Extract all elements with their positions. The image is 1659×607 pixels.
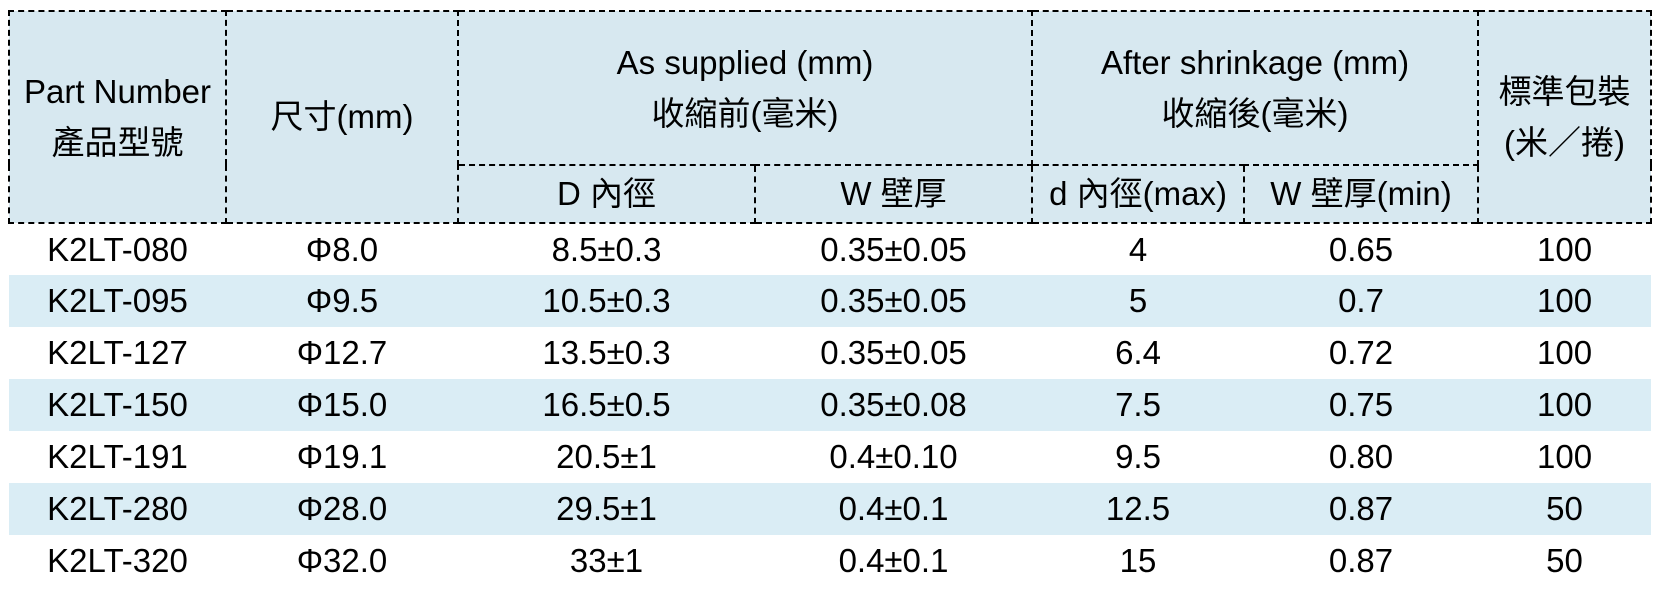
header-group-as-supplied: As supplied (mm) 收縮前(毫米) bbox=[456, 10, 1034, 166]
header-after-shrinkage-en: After shrinkage (mm) bbox=[1100, 43, 1410, 81]
cell-pack: 100 bbox=[1478, 431, 1652, 483]
cell-part-number: K2LT-280 bbox=[9, 483, 226, 535]
cell-part-number: K2LT-320 bbox=[9, 535, 226, 587]
cell-w-supplied: 0.35±0.05 bbox=[755, 275, 1033, 327]
header-size: 尺寸(mm) bbox=[225, 10, 459, 224]
cell-w-shrink: 0.80 bbox=[1244, 431, 1479, 483]
cell-pack: 50 bbox=[1478, 535, 1652, 587]
cell-w-supplied: 0.35±0.05 bbox=[755, 327, 1033, 379]
cell-size: Φ15.0 bbox=[226, 379, 458, 431]
cell-w-shrink: 0.7 bbox=[1244, 275, 1479, 327]
subheader-w-supplied: W 壁厚 bbox=[753, 164, 1034, 224]
header-packing-line1: 標準包裝 bbox=[1498, 72, 1631, 110]
header-row-main: Part Number 產品型號 尺寸(mm) As supplied (mm)… bbox=[8, 10, 1653, 224]
cell-size: Φ19.1 bbox=[226, 431, 458, 483]
table-row: K2LT-280 Φ28.0 29.5±1 0.4±0.1 12.5 0.87 … bbox=[9, 483, 1652, 535]
table-row: K2LT-150 Φ15.0 16.5±0.5 0.35±0.08 7.5 0.… bbox=[9, 379, 1652, 431]
cell-part-number: K2LT-191 bbox=[9, 431, 226, 483]
cell-w-supplied: 0.4±0.1 bbox=[755, 535, 1033, 587]
cell-w-shrink: 0.87 bbox=[1244, 483, 1479, 535]
cell-part-number: K2LT-095 bbox=[9, 275, 226, 327]
header-after-shrinkage-zh: 收縮後(毫米) bbox=[1161, 95, 1349, 132]
header-part-number: Part Number 產品型號 bbox=[8, 10, 227, 224]
cell-w-supplied: 0.4±0.1 bbox=[755, 483, 1033, 535]
header-size-label: 尺寸(mm) bbox=[270, 98, 414, 136]
cell-d-shrink: 15 bbox=[1032, 535, 1245, 587]
cell-part-number: K2LT-080 bbox=[9, 223, 226, 275]
table-row: K2LT-095 Φ9.5 10.5±0.3 0.35±0.05 5 0.7 1… bbox=[9, 275, 1652, 327]
cell-size: Φ9.5 bbox=[226, 275, 458, 327]
cell-d-shrink: 7.5 bbox=[1032, 379, 1245, 431]
cell-d-supplied: 20.5±1 bbox=[458, 431, 755, 483]
subheader-d-supplied: D 內徑 bbox=[457, 164, 756, 224]
header-row-sub: D 內徑 W 壁厚 d 內徑(max) W 壁厚(min) bbox=[9, 164, 1651, 224]
cell-w-shrink: 0.87 bbox=[1244, 535, 1479, 587]
header-standard-packing: 標準包裝 (米／捲) bbox=[1477, 10, 1653, 224]
cell-pack: 100 bbox=[1478, 379, 1652, 431]
cell-w-shrink: 0.75 bbox=[1244, 379, 1479, 431]
cell-d-shrink: 5 bbox=[1032, 275, 1245, 327]
cell-w-shrink: 0.72 bbox=[1244, 327, 1479, 379]
header-group-after-shrinkage: After shrinkage (mm) 收縮後(毫米) bbox=[1031, 10, 1480, 166]
cell-w-shrink: 0.65 bbox=[1244, 223, 1479, 275]
cell-d-shrink: 9.5 bbox=[1032, 431, 1245, 483]
cell-pack: 100 bbox=[1478, 223, 1652, 275]
cell-w-supplied: 0.35±0.05 bbox=[755, 223, 1033, 275]
header-as-supplied-en: As supplied (mm) bbox=[616, 43, 874, 81]
table-row: K2LT-191 Φ19.1 20.5±1 0.4±0.10 9.5 0.80 … bbox=[9, 431, 1652, 483]
header-packing-line2: (米／捲) bbox=[1504, 124, 1626, 161]
table-row: K2LT-080 Φ8.0 8.5±0.3 0.35±0.05 4 0.65 1… bbox=[9, 223, 1652, 275]
table-row: K2LT-127 Φ12.7 13.5±0.3 0.35±0.05 6.4 0.… bbox=[9, 327, 1652, 379]
subheader-w-shrink: W 壁厚(min) bbox=[1243, 164, 1480, 224]
cell-size: Φ8.0 bbox=[226, 223, 458, 275]
cell-pack: 50 bbox=[1478, 483, 1652, 535]
cell-part-number: K2LT-150 bbox=[9, 379, 226, 431]
cell-d-supplied: 29.5±1 bbox=[458, 483, 755, 535]
cell-pack: 100 bbox=[1478, 327, 1652, 379]
cell-part-number: K2LT-127 bbox=[9, 327, 226, 379]
header-part-number-zh: 產品型號 bbox=[51, 124, 184, 161]
cell-d-supplied: 10.5±0.3 bbox=[458, 275, 755, 327]
cell-pack: 100 bbox=[1478, 275, 1652, 327]
cell-w-supplied: 0.4±0.10 bbox=[755, 431, 1033, 483]
cell-size: Φ28.0 bbox=[226, 483, 458, 535]
header-part-number-en: Part Number bbox=[23, 72, 212, 110]
cell-d-supplied: 8.5±0.3 bbox=[458, 223, 755, 275]
header-as-supplied-zh: 收縮前(毫米) bbox=[651, 95, 839, 132]
cell-d-shrink: 4 bbox=[1032, 223, 1245, 275]
table-row: K2LT-320 Φ32.0 33±1 0.4±0.1 15 0.87 50 bbox=[9, 535, 1652, 587]
spec-table: Part Number 產品型號 尺寸(mm) As supplied (mm)… bbox=[8, 10, 1653, 587]
cell-size: Φ32.0 bbox=[226, 535, 458, 587]
cell-w-supplied: 0.35±0.08 bbox=[755, 379, 1033, 431]
cell-size: Φ12.7 bbox=[226, 327, 458, 379]
cell-d-shrink: 6.4 bbox=[1032, 327, 1245, 379]
cell-d-shrink: 12.5 bbox=[1032, 483, 1245, 535]
cell-d-supplied: 33±1 bbox=[458, 535, 755, 587]
cell-d-supplied: 16.5±0.5 bbox=[458, 379, 755, 431]
subheader-d-shrink: d 內徑(max) bbox=[1031, 164, 1246, 224]
cell-d-supplied: 13.5±0.3 bbox=[458, 327, 755, 379]
